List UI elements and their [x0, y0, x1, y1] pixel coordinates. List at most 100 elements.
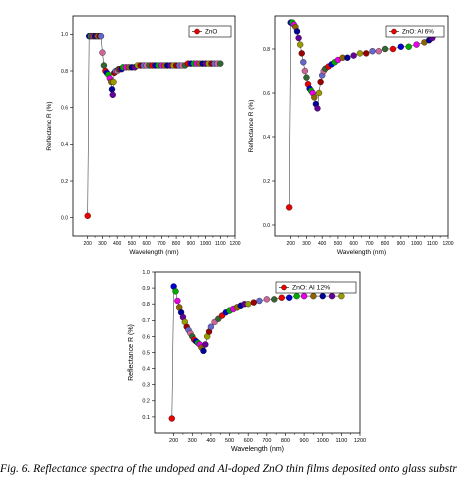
data-point [218, 312, 226, 319]
y-tick-label: 0.6 [263, 91, 270, 97]
data-point [338, 292, 345, 300]
legend-box [385, 25, 445, 38]
data-point [204, 333, 211, 340]
plot-frame [72, 15, 236, 237]
data-point [181, 62, 189, 69]
data-point [84, 212, 91, 220]
x-tick-label: 300 [98, 241, 107, 247]
data-point [226, 307, 233, 314]
x-tick-label: 900 [299, 438, 308, 444]
data-point [271, 296, 278, 303]
data-point [199, 60, 206, 67]
data-point [405, 43, 412, 50]
x-tick-label: 400 [113, 241, 122, 247]
x-tick-label: 1200 [354, 438, 366, 444]
data-point [375, 48, 382, 55]
data-point [184, 60, 192, 67]
data-point [344, 54, 351, 61]
data-point [429, 34, 436, 42]
data-point [339, 54, 346, 61]
data-point [110, 78, 117, 86]
y-tick-label: 0.4 [142, 367, 150, 373]
legend-marker [194, 28, 200, 35]
data-point [108, 86, 116, 93]
y-tick-label: 0.6 [61, 105, 68, 111]
data-point [285, 204, 293, 211]
data-point [363, 50, 370, 57]
data-point [190, 336, 198, 343]
data-point [315, 89, 323, 97]
x-tick-label: 400 [318, 241, 327, 247]
data-point [122, 64, 130, 71]
data-point [99, 49, 106, 56]
x-tick-label: 1200 [229, 241, 240, 247]
data-point [286, 294, 293, 301]
data-point [217, 60, 224, 67]
data-point [202, 341, 209, 348]
x-tick-label: 1100 [427, 241, 438, 247]
data-point [397, 43, 404, 50]
data-point [169, 62, 177, 69]
data-point [319, 72, 326, 79]
data-point [311, 94, 318, 101]
data-point [164, 62, 171, 69]
series-line [288, 22, 433, 208]
data-point [205, 328, 213, 335]
y-tick-label: 0.8 [263, 47, 270, 53]
x-tick-label: 900 [187, 241, 196, 247]
data-point [309, 89, 316, 97]
data-point [202, 60, 209, 67]
data-point [105, 71, 112, 78]
data-point [196, 341, 203, 348]
data-point [317, 78, 324, 86]
data-point [175, 62, 183, 69]
x-axis-label: Wavelength (nm) [337, 249, 386, 256]
data-point [168, 415, 175, 422]
data-point [106, 75, 113, 82]
data-point [293, 28, 301, 35]
data-point [207, 323, 215, 330]
data-point [115, 65, 122, 73]
x-tick-label: 800 [381, 241, 390, 247]
data-point [293, 292, 300, 300]
data-point [193, 60, 200, 67]
data-point [112, 67, 119, 75]
data-point [183, 323, 190, 330]
data-point [90, 32, 97, 40]
x-tick-label: 1200 [442, 241, 453, 247]
y-tick-label: 0.3 [142, 383, 150, 389]
figure-caption: Fig. 6. Reflectance spectra of the undop… [0, 463, 457, 475]
data-point [94, 32, 102, 40]
x-tick-label: 200 [169, 438, 178, 444]
y-tick-label: 0.8 [61, 69, 68, 75]
series-line [171, 286, 342, 419]
data-point [331, 59, 338, 66]
data-point [296, 41, 304, 48]
x-tick-label: 1100 [335, 438, 347, 444]
data-point [300, 59, 307, 66]
series-line [87, 35, 221, 216]
data-point [319, 292, 326, 300]
data-point [208, 60, 215, 67]
data-point [215, 315, 222, 322]
data-point [114, 67, 121, 75]
data-point [369, 48, 376, 55]
data-point [222, 309, 229, 316]
data-point [174, 297, 181, 305]
data-point [381, 45, 389, 53]
data-point [306, 85, 313, 92]
data-point [263, 296, 270, 303]
data-point [356, 50, 364, 57]
data-point [425, 37, 433, 44]
data-point [192, 338, 200, 345]
data-point [334, 56, 342, 64]
data-point [190, 60, 197, 67]
data-point [152, 62, 159, 69]
data-point [91, 32, 99, 40]
data-point [214, 60, 221, 67]
data-point [303, 74, 310, 81]
data-point [108, 78, 115, 86]
data-point [161, 62, 168, 69]
data-point [289, 19, 296, 26]
